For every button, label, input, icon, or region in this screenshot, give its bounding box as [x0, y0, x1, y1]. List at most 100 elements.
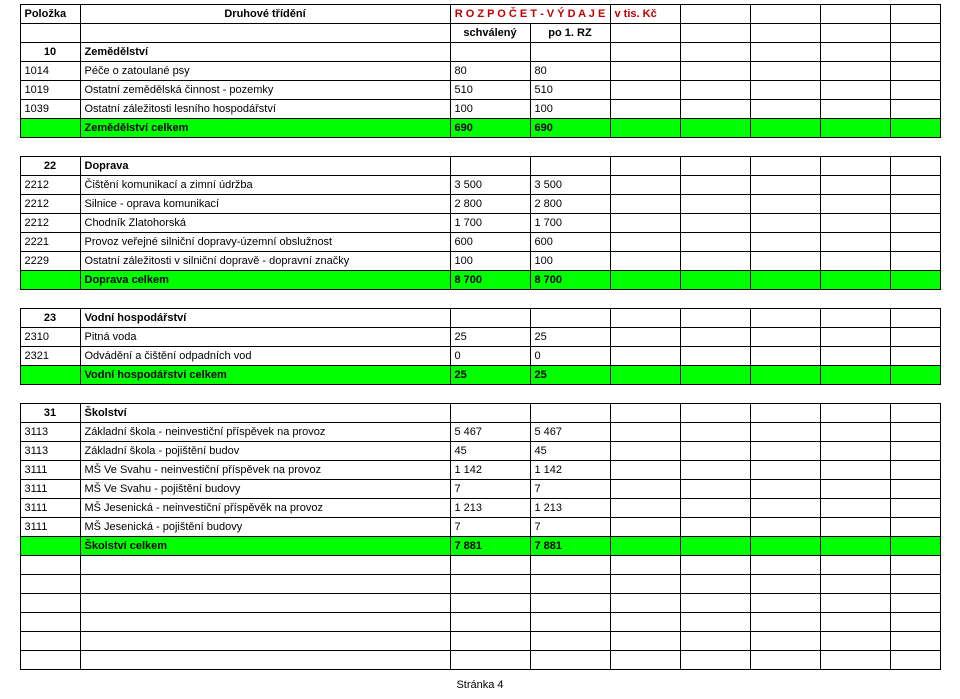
row-name: Ostatní zemědělská činnost - pozemky — [80, 81, 450, 100]
section-total: Vodní hospodářství celkem2525 — [20, 366, 940, 385]
row-d: 510 — [530, 81, 610, 100]
row-d: 5 467 — [530, 423, 610, 442]
table-row: 2310Pitná voda2525 — [20, 328, 940, 347]
row-name: Základní škola - pojištění budov — [80, 442, 450, 461]
hdr-blank-f — [680, 5, 750, 24]
row-d: 600 — [530, 233, 610, 252]
row-d: 25 — [530, 328, 610, 347]
blank-row — [20, 575, 940, 594]
row-d: 1 700 — [530, 214, 610, 233]
row-name: Odvádění a čištění odpadních vod — [80, 347, 450, 366]
total-c: 8 700 — [450, 271, 530, 290]
row-d: 7 — [530, 480, 610, 499]
total-name: Doprava celkem — [80, 271, 450, 290]
row-c: 1 700 — [450, 214, 530, 233]
row-d: 3 500 — [530, 176, 610, 195]
hdr-tis-kc: v tis. Kč — [610, 5, 680, 24]
row-name: MŠ Jesenická - pojištění budovy — [80, 518, 450, 537]
table-row: 3111MŠ Ve Svahu - neinvestiční příspěvek… — [20, 461, 940, 480]
row-c: 80 — [450, 62, 530, 81]
budget-table: Položka Druhové třídění R O Z P O Č E T … — [20, 4, 941, 670]
spacer-row — [20, 138, 940, 157]
row-c: 510 — [450, 81, 530, 100]
table-row: 2212Chodník Zlatohorská1 7001 700 — [20, 214, 940, 233]
row-d: 45 — [530, 442, 610, 461]
header-row-1: Položka Druhové třídění R O Z P O Č E T … — [20, 5, 940, 24]
section-total: Doprava celkem8 7008 700 — [20, 271, 940, 290]
blank-row — [20, 594, 940, 613]
total-name: Zemědělství celkem — [80, 119, 450, 138]
row-code: 1039 — [20, 100, 80, 119]
hdr2-e — [610, 24, 680, 43]
row-name: Chodník Zlatohorská — [80, 214, 450, 233]
row-d: 1 142 — [530, 461, 610, 480]
hdr2-f — [680, 24, 750, 43]
row-c: 7 — [450, 518, 530, 537]
row-d: 7 — [530, 518, 610, 537]
table-row: 2221Provoz veřejné silniční dopravy-územ… — [20, 233, 940, 252]
row-c: 45 — [450, 442, 530, 461]
section-name: Vodní hospodářství — [80, 309, 450, 328]
hdr-blank-g — [750, 5, 820, 24]
table-row: 2212Silnice - oprava komunikací2 8002 80… — [20, 195, 940, 214]
row-code: 2212 — [20, 176, 80, 195]
row-code: 3111 — [20, 480, 80, 499]
section-header: 10 Zemědělství — [20, 43, 940, 62]
hdr2-i — [890, 24, 940, 43]
hdr-po1rz: po 1. RZ — [530, 24, 610, 43]
section-name: Zemědělství — [80, 43, 450, 62]
total-d: 7 881 — [530, 537, 610, 556]
section-code: 23 — [20, 309, 80, 328]
row-c: 600 — [450, 233, 530, 252]
row-name: MŠ Ve Svahu - pojištění budovy — [80, 480, 450, 499]
table-row: 3111MŠ Jesenická - neinvestiční příspěvě… — [20, 499, 940, 518]
row-name: Ostatní záležitosti v silniční dopravě -… — [80, 252, 450, 271]
row-code: 3111 — [20, 518, 80, 537]
row-d: 2 800 — [530, 195, 610, 214]
table-row: 1019Ostatní zemědělská činnost - pozemky… — [20, 81, 940, 100]
row-d: 1 213 — [530, 499, 610, 518]
spacer-row — [20, 385, 940, 404]
row-c: 2 800 — [450, 195, 530, 214]
section-name: Doprava — [80, 157, 450, 176]
row-code: 3111 — [20, 499, 80, 518]
row-name: Základní škola - neinvestiční příspěvek … — [80, 423, 450, 442]
hdr2-g — [750, 24, 820, 43]
row-c: 5 467 — [450, 423, 530, 442]
row-code: 2221 — [20, 233, 80, 252]
table-row: 3111MŠ Ve Svahu - pojištění budovy77 — [20, 480, 940, 499]
row-c: 25 — [450, 328, 530, 347]
hdr2-a — [20, 24, 80, 43]
hdr-druhove: Druhové třídění — [80, 5, 450, 24]
row-c: 0 — [450, 347, 530, 366]
section-header: 22 Doprava — [20, 157, 940, 176]
table-row: 3113Základní škola - neinvestiční příspě… — [20, 423, 940, 442]
hdr-schvaleny: schválený — [450, 24, 530, 43]
section-header: 23 Vodní hospodářství — [20, 309, 940, 328]
row-code: 1019 — [20, 81, 80, 100]
row-c: 1 142 — [450, 461, 530, 480]
blank-row — [20, 651, 940, 670]
header-row-2: schválený po 1. RZ — [20, 24, 940, 43]
hdr2-b — [80, 24, 450, 43]
row-c: 7 — [450, 480, 530, 499]
table-row: 1014Péče o zatoulané psy8080 — [20, 62, 940, 81]
total-name: Školství celkem — [80, 537, 450, 556]
row-name: Provoz veřejné silniční dopravy-územní o… — [80, 233, 450, 252]
table-row: 2229Ostatní záležitosti v silniční dopra… — [20, 252, 940, 271]
table-row: 1039Ostatní záležitosti lesního hospodář… — [20, 100, 940, 119]
row-code: 1014 — [20, 62, 80, 81]
total-c: 7 881 — [450, 537, 530, 556]
row-code: 2310 — [20, 328, 80, 347]
section-header: 31 Školství — [20, 404, 940, 423]
row-name: Čištění komunikací a zimní údržba — [80, 176, 450, 195]
blank-row — [20, 613, 940, 632]
hdr2-h — [820, 24, 890, 43]
row-name: Silnice - oprava komunikací — [80, 195, 450, 214]
total-d: 690 — [530, 119, 610, 138]
total-name: Vodní hospodářství celkem — [80, 366, 450, 385]
hdr-blank-i — [890, 5, 940, 24]
row-name: Péče o zatoulané psy — [80, 62, 450, 81]
row-d: 100 — [530, 100, 610, 119]
row-name: MŠ Jesenická - neinvestiční příspěvěk na… — [80, 499, 450, 518]
